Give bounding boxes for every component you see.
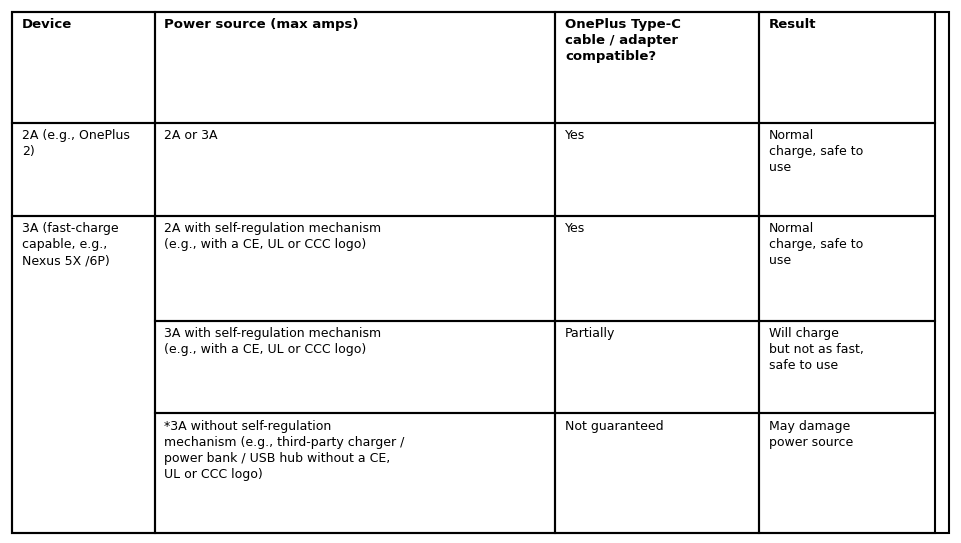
Bar — [155, 123, 555, 216]
Text: *3A without self-regulation
mechanism (e.g., third-party charger /
power bank / : *3A without self-regulation mechanism (e… — [164, 420, 405, 481]
Text: 3A with self-regulation mechanism
(e.g., with a CE, UL or CCC logo): 3A with self-regulation mechanism (e.g.,… — [164, 327, 382, 356]
Text: Yes: Yes — [565, 222, 585, 235]
Bar — [12, 216, 155, 533]
Text: 2A (e.g., OnePlus
2): 2A (e.g., OnePlus 2) — [22, 129, 130, 159]
Bar — [155, 12, 555, 123]
Bar — [555, 216, 759, 320]
Bar — [555, 320, 759, 413]
Text: Partially: Partially — [565, 327, 615, 340]
Text: Not guaranteed: Not guaranteed — [565, 420, 664, 433]
Bar — [759, 12, 935, 123]
Text: 3A (fast-charge
capable, e.g.,
Nexus 5X /6P): 3A (fast-charge capable, e.g., Nexus 5X … — [22, 222, 119, 267]
Bar — [555, 413, 759, 533]
Text: Result: Result — [769, 18, 817, 31]
Bar — [759, 216, 935, 320]
Text: Device: Device — [22, 18, 72, 31]
Text: Yes: Yes — [565, 129, 585, 142]
Text: Normal
charge, safe to
use: Normal charge, safe to use — [769, 222, 863, 267]
Text: Will charge
but not as fast,
safe to use: Will charge but not as fast, safe to use — [769, 327, 864, 372]
Bar — [555, 123, 759, 216]
Bar — [155, 413, 555, 533]
Text: Power source (max amps): Power source (max amps) — [164, 18, 358, 31]
Bar — [759, 320, 935, 413]
Bar — [555, 12, 759, 123]
Bar — [759, 413, 935, 533]
Bar — [12, 123, 155, 216]
Bar — [155, 216, 555, 320]
Text: OnePlus Type-C
cable / adapter
compatible?: OnePlus Type-C cable / adapter compatibl… — [565, 18, 680, 64]
Text: 2A with self-regulation mechanism
(e.g., with a CE, UL or CCC logo): 2A with self-regulation mechanism (e.g.,… — [164, 222, 382, 251]
Text: Normal
charge, safe to
use: Normal charge, safe to use — [769, 129, 863, 174]
Text: 2A or 3A: 2A or 3A — [164, 129, 218, 142]
Text: May damage
power source: May damage power source — [769, 420, 853, 449]
Bar — [12, 12, 155, 123]
Bar — [155, 320, 555, 413]
Bar — [759, 123, 935, 216]
